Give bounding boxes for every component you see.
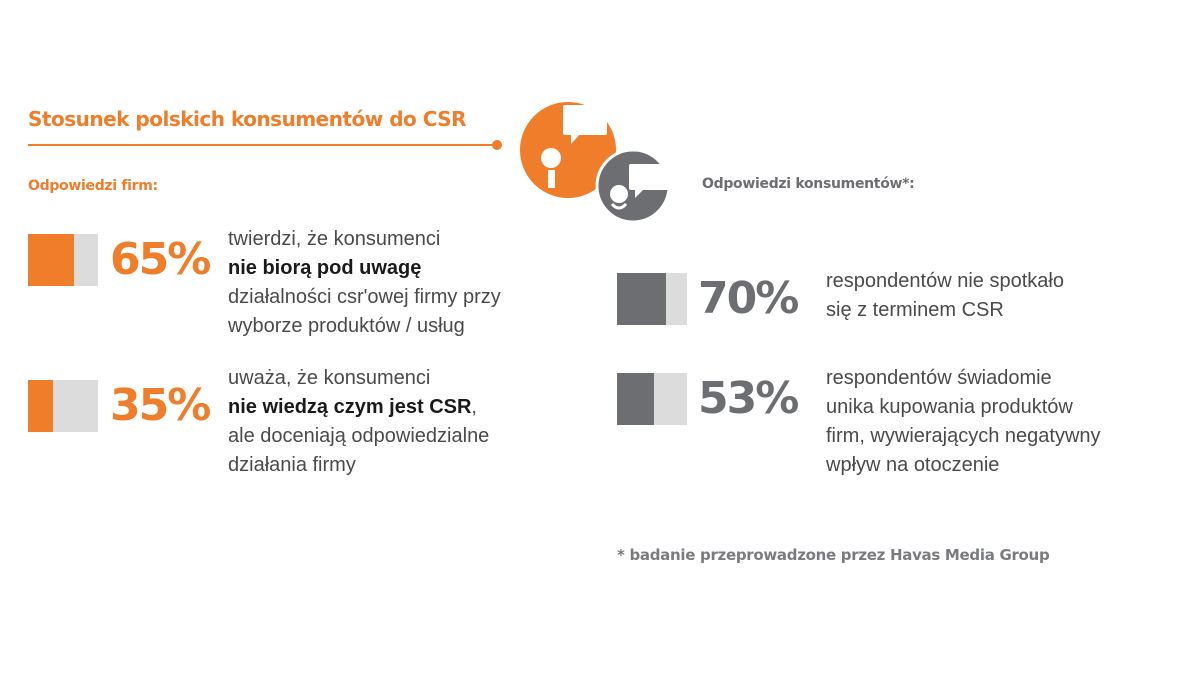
stat-bar <box>617 373 687 425</box>
stat-percentage: 70% <box>698 273 799 324</box>
stat-bar-fill <box>617 373 655 425</box>
stat-description: respondentów nie spotkało się z terminem … <box>826 267 1064 325</box>
stat-description-line: działania firmy <box>228 454 356 476</box>
stat-description-line: unika kupowania produktów <box>826 396 1073 418</box>
stat-percentage: 35% <box>110 380 211 431</box>
stat-description-line: wpływ na otoczenie <box>826 454 1000 476</box>
stat-description-line: nie biorą pod uwagę <box>228 257 422 279</box>
stat-bar-fill <box>28 234 74 286</box>
speech-icons <box>520 102 671 224</box>
title-underline-dot <box>492 140 502 150</box>
stat-bar-fill <box>617 273 666 325</box>
firms-responses-label: Odpowiedzi firm: <box>28 178 158 194</box>
stat-description-line: nie wiedzą czym jest CSR, <box>228 396 477 418</box>
consumers-responses-label: Odpowiedzi konsumentów*: <box>702 176 915 192</box>
stat-bar <box>28 380 98 432</box>
person-speech-bubble-icon <box>520 102 616 198</box>
stat-description-line: twierdzi, że konsumenci <box>228 228 441 250</box>
stat-bar <box>28 234 98 286</box>
stat-bar <box>617 273 687 325</box>
stat-description-line: się z terminem CSR <box>826 299 1004 321</box>
stat-description: uważa, że konsumenci nie wiedzą czym jest… <box>228 364 489 480</box>
title-underline <box>28 144 498 146</box>
stat-description-line: ale doceniają odpowiedzialne <box>228 425 490 447</box>
stat-description-line: respondentów nie spotkało <box>826 270 1064 292</box>
stat-percentage: 65% <box>110 234 211 285</box>
stat-description-line: działalności csr'owej firmy przy <box>228 286 501 308</box>
stat-percentage: 53% <box>698 373 799 424</box>
chart-title: Stosunek polskich konsumentów do CSR <box>28 107 467 131</box>
person-speech-bubble-icon <box>595 148 671 224</box>
stat-description: twierdzi, że konsumenci nie biorą pod uwa… <box>228 225 501 341</box>
stat-description-line: firm, wywierających negatywny <box>826 425 1101 447</box>
stat-description-line: respondentów świadomie <box>826 367 1052 389</box>
stat-description-line: uważa, że konsumenci <box>228 367 431 389</box>
stat-description-line: wyborze produktów / usług <box>228 315 465 337</box>
stat-bar-fill <box>28 380 53 432</box>
footnote: * badanie przeprowadzone przez Havas Med… <box>617 546 1050 564</box>
stat-description: respondentów świadomie unika kupowania pr… <box>826 364 1101 480</box>
